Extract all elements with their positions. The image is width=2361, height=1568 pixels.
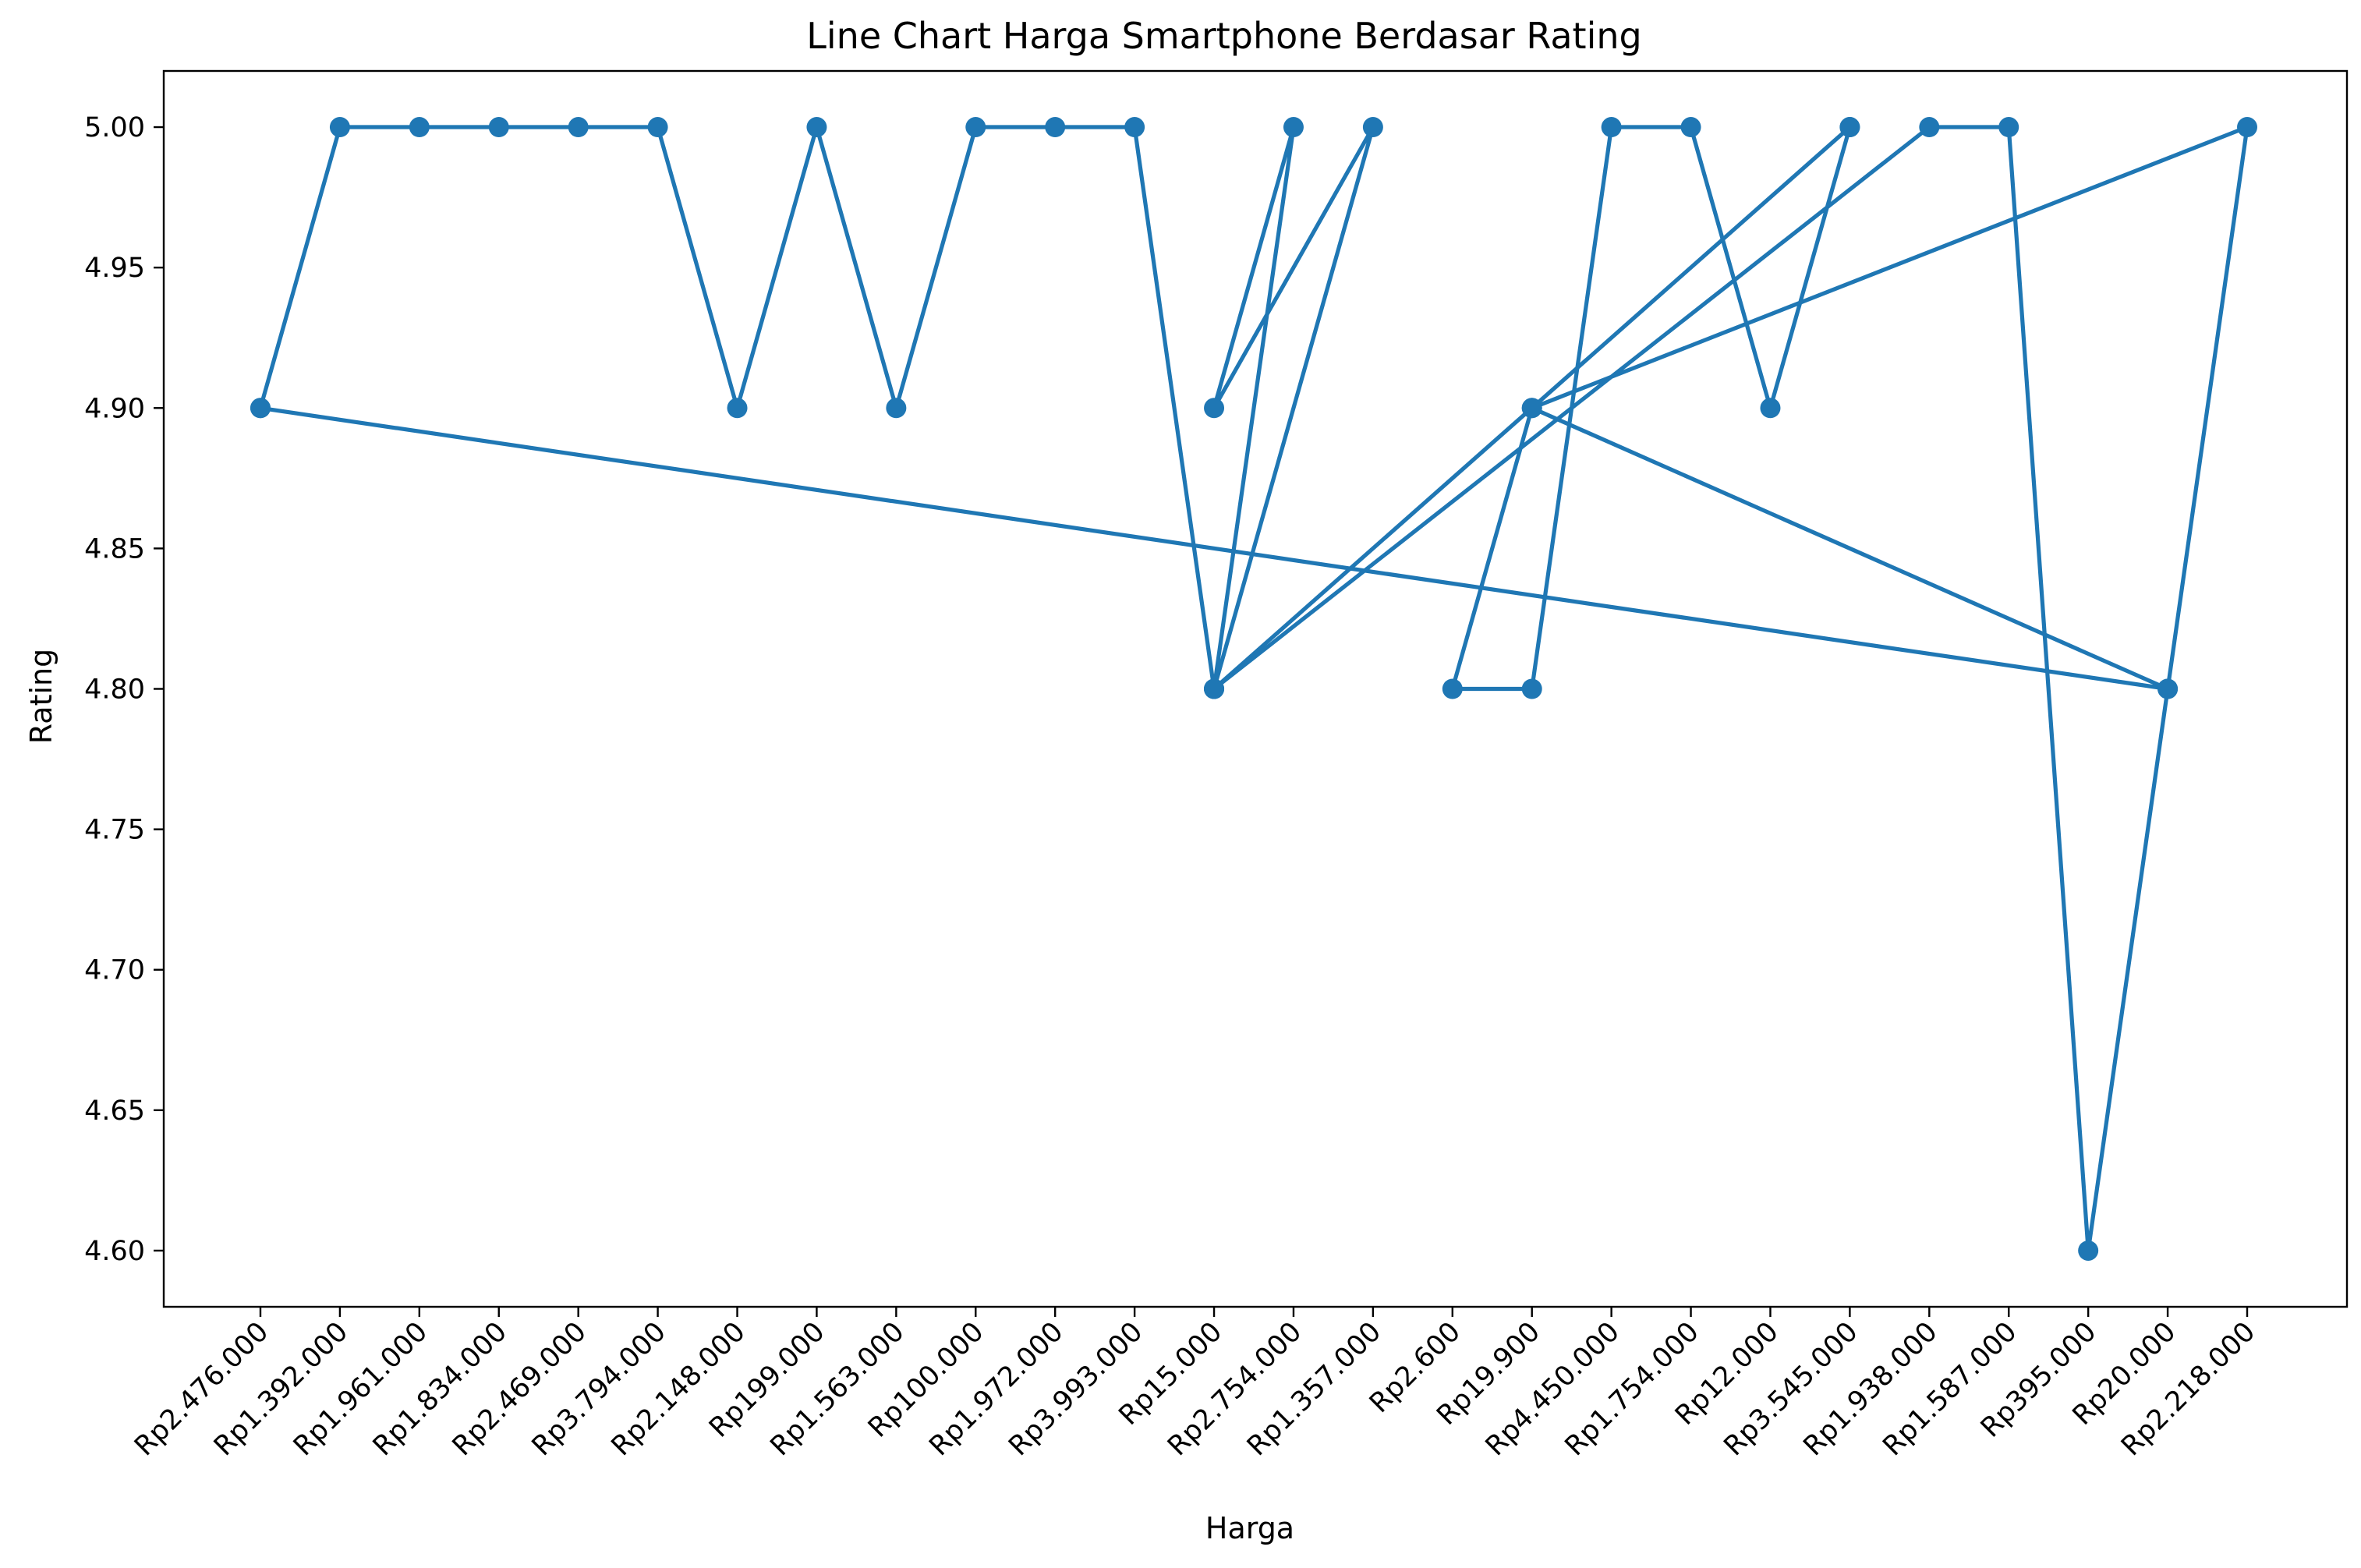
data-point xyxy=(806,117,827,138)
y-tick-label: 4.75 xyxy=(84,815,145,846)
data-point xyxy=(1601,117,1622,138)
plot-frame xyxy=(162,69,2349,1308)
y-tick-label: 4.65 xyxy=(84,1095,145,1127)
data-point xyxy=(2157,678,2179,699)
y-tick-label: 4.60 xyxy=(84,1236,145,1267)
y-tick-label: 4.80 xyxy=(84,674,145,706)
data-point xyxy=(727,398,748,419)
data-point xyxy=(965,117,986,138)
data-point xyxy=(1283,117,1304,138)
data-point xyxy=(1839,117,1860,138)
data-point xyxy=(568,117,589,138)
y-tick-label: 4.90 xyxy=(84,393,145,424)
y-tick-label: 5.00 xyxy=(84,112,145,143)
x-axis-label: Harga xyxy=(1205,1511,1294,1545)
data-point xyxy=(1680,117,1701,138)
data-point xyxy=(1521,678,1542,699)
data-point xyxy=(409,117,430,138)
data-point xyxy=(1919,117,1940,138)
y-tick-label: 4.70 xyxy=(84,955,145,986)
data-point xyxy=(647,117,668,138)
chart-title: Line Chart Harga Smartphone Berdasar Rat… xyxy=(806,15,1641,57)
y-tick-label: 4.95 xyxy=(84,253,145,284)
data-point xyxy=(1998,117,2019,138)
data-point xyxy=(1204,398,1225,419)
data-point xyxy=(886,398,907,419)
data-point xyxy=(329,117,350,138)
data-point xyxy=(1124,117,1145,138)
data-point xyxy=(250,398,271,419)
data-point xyxy=(1442,678,1463,699)
data-point xyxy=(1362,117,1383,138)
data-point xyxy=(1045,117,1066,138)
y-tick-label: 4.85 xyxy=(84,533,145,565)
data-point xyxy=(2078,1240,2099,1261)
data-point xyxy=(1760,398,1781,419)
y-axis-label: Rating xyxy=(24,649,58,745)
data-point xyxy=(488,117,509,138)
data-point xyxy=(1204,678,1225,699)
data-point xyxy=(2237,117,2257,138)
data-point xyxy=(1521,398,1542,419)
